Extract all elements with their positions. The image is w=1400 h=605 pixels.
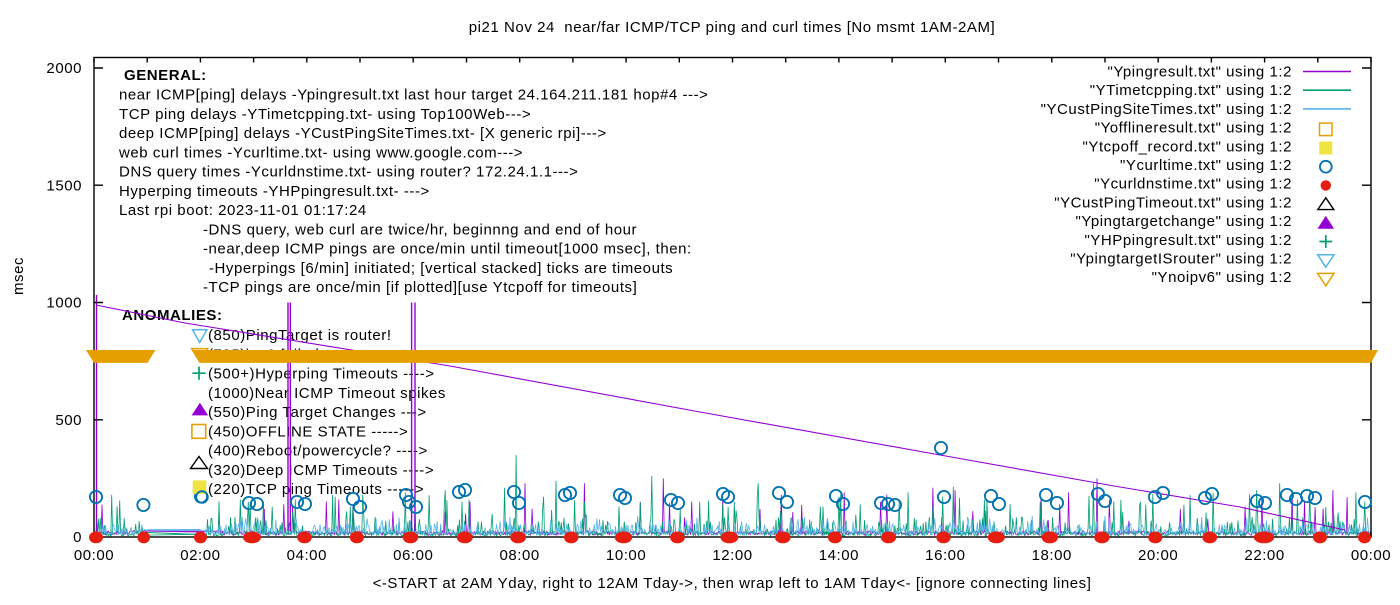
svg-text:GENERAL:: GENERAL: bbox=[124, 67, 207, 84]
svg-text:"YCustPingTimeout.txt" using 1: "YCustPingTimeout.txt" using 1:2 bbox=[1054, 194, 1292, 211]
svg-text:"Ycurldnstime.txt" using 1:2: "Ycurldnstime.txt" using 1:2 bbox=[1094, 176, 1292, 193]
svg-text:-DNS query, web curl are twice: -DNS query, web curl are twice/hr, begin… bbox=[203, 221, 637, 238]
svg-text:TCP ping delays -YTimetcpping.: TCP ping delays -YTimetcpping.txt- using… bbox=[119, 106, 531, 123]
svg-text:(220)TCP ping Timeouts ----->: (220)TCP ping Timeouts -----> bbox=[208, 481, 424, 498]
svg-text:ANOMALIES:: ANOMALIES: bbox=[122, 307, 223, 324]
svg-text:"YTimetcpping.txt" using 1:2: "YTimetcpping.txt" using 1:2 bbox=[1090, 82, 1292, 99]
svg-text:near ICMP[ping] delays -Ypingr: near ICMP[ping] delays -Ypingresult.txt … bbox=[119, 87, 708, 104]
svg-text:"Ynoipv6" using 1:2: "Ynoipv6" using 1:2 bbox=[1152, 269, 1292, 286]
svg-text:08:00: 08:00 bbox=[500, 547, 540, 564]
svg-text:Last rpi boot: 2023-11-01 01:1: Last rpi boot: 2023-11-01 01:17:24 bbox=[119, 202, 367, 219]
svg-text:"YCustPingSiteTimes.txt" using: "YCustPingSiteTimes.txt" using 1:2 bbox=[1041, 101, 1292, 118]
svg-text:20:00: 20:00 bbox=[1138, 547, 1178, 564]
svg-text:-near,deep ICMP pings are once: -near,deep ICMP pings are once/min until… bbox=[203, 241, 692, 258]
svg-text:(320)Deep ICMP Timeouts ---->: (320)Deep ICMP Timeouts ----> bbox=[208, 462, 434, 479]
svg-text:06:00: 06:00 bbox=[393, 547, 433, 564]
svg-text:1000: 1000 bbox=[46, 295, 82, 312]
svg-text:12:00: 12:00 bbox=[712, 547, 752, 564]
svg-text:(500+)Hyperping Timeouts ---->: (500+)Hyperping Timeouts ----> bbox=[208, 366, 435, 383]
svg-text:14:00: 14:00 bbox=[819, 547, 859, 564]
svg-text:"Yofflineresult.txt" using 1:2: "Yofflineresult.txt" using 1:2 bbox=[1095, 120, 1292, 137]
svg-text:2000: 2000 bbox=[46, 60, 82, 77]
svg-text:16:00: 16:00 bbox=[925, 547, 965, 564]
svg-text:"Ycurltime.txt" using 1:2: "Ycurltime.txt" using 1:2 bbox=[1120, 157, 1292, 174]
svg-text:"YHPpingresult.txt" using 1:2: "YHPpingresult.txt" using 1:2 bbox=[1084, 232, 1292, 249]
svg-text:msec: msec bbox=[10, 257, 27, 295]
svg-text:deep ICMP[ping] delays -YCustP: deep ICMP[ping] delays -YCustPingSiteTim… bbox=[119, 125, 607, 142]
svg-text:-TCP pings are once/min [if pl: -TCP pings are once/min [if plotted][use… bbox=[203, 279, 637, 296]
svg-text:22:00: 22:00 bbox=[1244, 547, 1284, 564]
svg-text:"Ypingtargetchange" using 1:2: "Ypingtargetchange" using 1:2 bbox=[1076, 213, 1292, 230]
svg-text:(1000)Near ICMP Timeout spikes: (1000)Near ICMP Timeout spikes bbox=[208, 385, 446, 402]
svg-text:(450)OFFLINE STATE ----->: (450)OFFLINE STATE -----> bbox=[208, 423, 408, 440]
svg-text:00:00: 00:00 bbox=[74, 547, 114, 564]
svg-text:<-START at 2AM Yday, right to: <-START at 2AM Yday, right to 12AM Tday-… bbox=[373, 575, 1092, 592]
svg-text:1500: 1500 bbox=[46, 177, 82, 194]
svg-text:10:00: 10:00 bbox=[606, 547, 646, 564]
svg-text:18:00: 18:00 bbox=[1032, 547, 1072, 564]
svg-text:0: 0 bbox=[73, 529, 82, 546]
svg-text:Hyperping timeouts -YHPpingres: Hyperping timeouts -YHPpingresult.txt- -… bbox=[119, 183, 430, 200]
svg-text:02:00: 02:00 bbox=[180, 547, 220, 564]
svg-text:-Hyperpings [6/min] initiated;: -Hyperpings [6/min] initiated; [vertical… bbox=[209, 260, 673, 277]
svg-text:DNS query times -Ycurldnstime.: DNS query times -Ycurldnstime.txt- using… bbox=[119, 164, 578, 181]
svg-text:web curl times -Ycurltime.txt-: web curl times -Ycurltime.txt- using www… bbox=[118, 144, 523, 161]
svg-text:"Ytcpoff_record.txt" using 1:2: "Ytcpoff_record.txt" using 1:2 bbox=[1083, 138, 1292, 155]
svg-text:(550)Ping Target Changes --->: (550)Ping Target Changes ---> bbox=[208, 404, 427, 421]
svg-text:(400)Reboot/powercycle? ---->: (400)Reboot/powercycle? ----> bbox=[208, 443, 428, 460]
svg-text:00:00: 00:00 bbox=[1351, 547, 1391, 564]
svg-text:"Ypingresult.txt" using 1:2: "Ypingresult.txt" using 1:2 bbox=[1108, 64, 1292, 81]
svg-text:"YpingtargetISrouter" using 1:: "YpingtargetISrouter" using 1:2 bbox=[1070, 251, 1292, 268]
svg-text:500: 500 bbox=[55, 412, 82, 429]
svg-text:pi21 Nov 24 near/far ICMP/TCP: pi21 Nov 24 near/far ICMP/TCP ping and c… bbox=[469, 19, 995, 36]
svg-text:04:00: 04:00 bbox=[287, 547, 327, 564]
